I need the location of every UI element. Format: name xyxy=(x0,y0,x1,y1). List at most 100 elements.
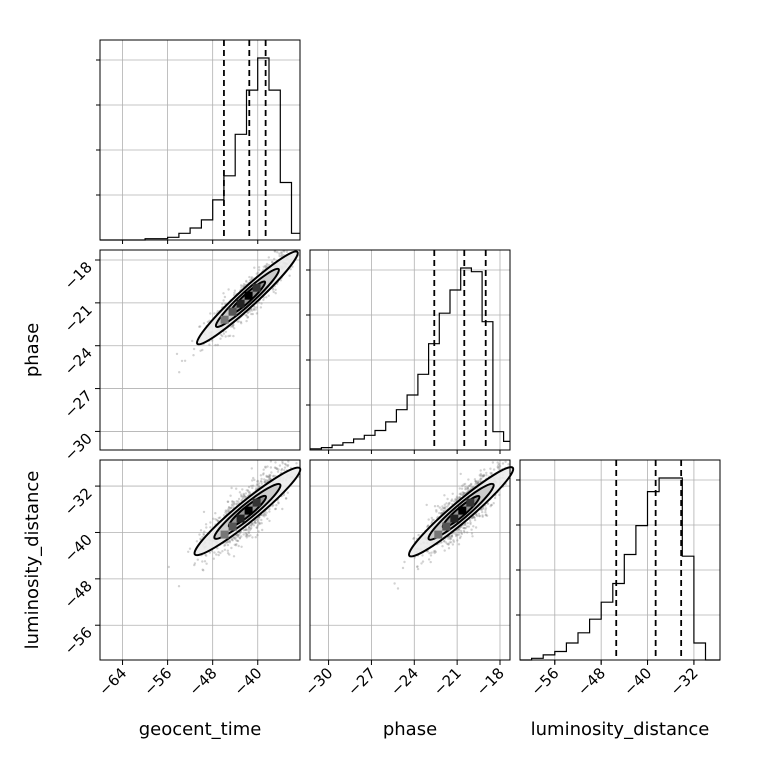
scatter-point xyxy=(175,352,179,356)
scatter-point xyxy=(450,534,454,537)
scatter-point xyxy=(243,528,246,531)
density-cell-2 xyxy=(466,498,475,507)
scatter-point xyxy=(481,475,485,478)
scatter-point xyxy=(263,480,267,483)
scatter-point xyxy=(215,518,219,522)
scatter-point xyxy=(460,531,463,534)
scatter-point xyxy=(254,308,257,311)
scatter-point xyxy=(446,505,449,508)
scatter-point xyxy=(269,460,273,463)
scatter-point xyxy=(286,464,289,468)
scatter-point xyxy=(507,463,510,466)
scatter-point xyxy=(272,503,275,507)
scatter-point xyxy=(235,543,238,546)
scatter-point xyxy=(227,506,231,510)
scatter-point xyxy=(485,514,489,517)
scatter-point xyxy=(268,473,271,477)
scatter-point xyxy=(251,484,255,487)
scatter-point xyxy=(250,309,254,312)
scatter-point xyxy=(232,334,235,338)
scatter-point xyxy=(496,461,499,464)
scatter-point xyxy=(452,500,456,503)
scatter-point xyxy=(262,468,265,471)
scatter-panel-phase-vs-luminosity-distance xyxy=(309,459,515,661)
scatter-point xyxy=(450,534,454,538)
scatter-point xyxy=(466,487,470,490)
scatter-point xyxy=(244,528,247,532)
scatter-point xyxy=(490,471,493,475)
scatter-point xyxy=(236,502,239,505)
scatter-point xyxy=(457,528,460,531)
scatter-point xyxy=(216,343,219,347)
scatter-point xyxy=(269,466,273,469)
scatter-point xyxy=(440,512,443,515)
density-cell-2 xyxy=(252,283,261,292)
scatter-point xyxy=(219,337,222,340)
scatter-point xyxy=(427,518,430,521)
scatter-point xyxy=(241,488,244,491)
scatter-point xyxy=(209,312,212,315)
scatter-point xyxy=(478,515,481,518)
scatter-point xyxy=(209,521,212,524)
scatter-point xyxy=(232,502,236,506)
scatter-point xyxy=(264,479,268,482)
scatter-point xyxy=(252,308,256,312)
scatter-point xyxy=(455,497,458,500)
scatter-point xyxy=(273,250,276,253)
xtick-label-geocent-time-0: −64 xyxy=(95,664,130,699)
scatter-point xyxy=(482,473,486,477)
scatter-point xyxy=(266,465,269,468)
scatter-point xyxy=(250,522,254,525)
scatter-point xyxy=(273,257,276,261)
ylabel-phase: phase xyxy=(22,323,43,377)
scatter-point xyxy=(252,307,255,311)
scatter-point xyxy=(233,502,236,505)
scatter-point xyxy=(201,348,204,352)
scatter-point xyxy=(246,534,249,537)
density-cell-3 xyxy=(228,522,237,531)
scatter-point xyxy=(271,260,274,264)
scatter-point xyxy=(472,516,476,519)
scatter-point xyxy=(462,526,465,530)
scatter-point xyxy=(457,543,461,546)
xtick-label-phase-0: −30 xyxy=(301,664,336,699)
scatter-point xyxy=(242,492,245,496)
scatter-point xyxy=(440,508,443,511)
scatter-point xyxy=(393,582,396,585)
scatter-point xyxy=(443,539,446,543)
scatter-point xyxy=(191,339,194,343)
scatter-point xyxy=(428,552,431,555)
scatter-point xyxy=(245,527,248,530)
scatter-point xyxy=(416,565,419,569)
scatter-point xyxy=(226,510,230,513)
scatter-point xyxy=(213,551,216,554)
hist-frame-geocent-time xyxy=(99,39,301,241)
scatter-point xyxy=(253,521,256,524)
scatter-point xyxy=(202,322,206,325)
scatter-point xyxy=(235,503,238,506)
scatter-point xyxy=(254,521,257,524)
scatter-point xyxy=(459,493,463,496)
scatter-point xyxy=(257,530,260,533)
scatter-point xyxy=(257,521,261,524)
scatter-point xyxy=(447,503,450,506)
scatter-point xyxy=(231,324,234,328)
scatter-point xyxy=(444,505,447,509)
scatter-point xyxy=(469,521,472,524)
scatter-point xyxy=(486,502,490,506)
scatter-point xyxy=(235,533,239,537)
scatter-point xyxy=(251,536,254,539)
scatter-point xyxy=(242,533,245,536)
scatter-point xyxy=(432,518,435,522)
scatter-point xyxy=(441,507,444,510)
scatter-point xyxy=(231,539,234,542)
scatter-point xyxy=(267,475,270,478)
scatter-point xyxy=(491,461,495,464)
scatter-point xyxy=(227,334,230,338)
scatter-point xyxy=(208,343,211,346)
scatter-point xyxy=(248,279,252,282)
scatter-point xyxy=(245,528,248,532)
scatter-point xyxy=(498,493,501,497)
scatter-point xyxy=(493,496,497,500)
scatter-point xyxy=(272,290,275,294)
